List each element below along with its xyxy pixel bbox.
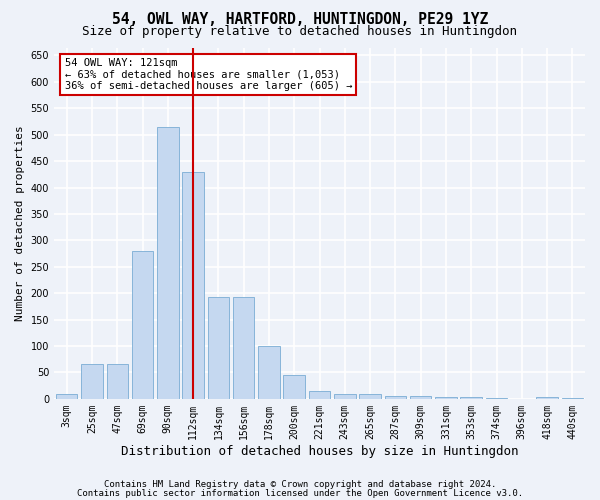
Text: Contains HM Land Registry data © Crown copyright and database right 2024.: Contains HM Land Registry data © Crown c…	[104, 480, 496, 489]
Bar	[107, 364, 128, 399]
Bar	[410, 396, 431, 399]
Bar	[157, 126, 179, 399]
Bar	[562, 398, 583, 399]
Bar	[132, 251, 153, 399]
X-axis label: Distribution of detached houses by size in Huntingdon: Distribution of detached houses by size …	[121, 444, 518, 458]
Bar	[359, 394, 381, 399]
Bar	[334, 394, 356, 399]
Bar	[258, 346, 280, 399]
Bar	[208, 297, 229, 399]
Text: Contains public sector information licensed under the Open Government Licence v3: Contains public sector information licen…	[77, 488, 523, 498]
Bar	[56, 394, 77, 399]
Bar	[309, 391, 330, 399]
Text: Size of property relative to detached houses in Huntingdon: Size of property relative to detached ho…	[83, 25, 517, 38]
Text: 54 OWL WAY: 121sqm
← 63% of detached houses are smaller (1,053)
36% of semi-deta: 54 OWL WAY: 121sqm ← 63% of detached hou…	[65, 58, 352, 91]
Bar	[233, 297, 254, 399]
Text: 54, OWL WAY, HARTFORD, HUNTINGDON, PE29 1YZ: 54, OWL WAY, HARTFORD, HUNTINGDON, PE29 …	[112, 12, 488, 28]
Bar	[435, 396, 457, 399]
Bar	[283, 375, 305, 399]
Bar	[182, 172, 204, 399]
Bar	[486, 398, 507, 399]
Bar	[536, 397, 558, 399]
Bar	[385, 396, 406, 399]
Bar	[460, 397, 482, 399]
Bar	[81, 364, 103, 399]
Y-axis label: Number of detached properties: Number of detached properties	[15, 126, 25, 321]
